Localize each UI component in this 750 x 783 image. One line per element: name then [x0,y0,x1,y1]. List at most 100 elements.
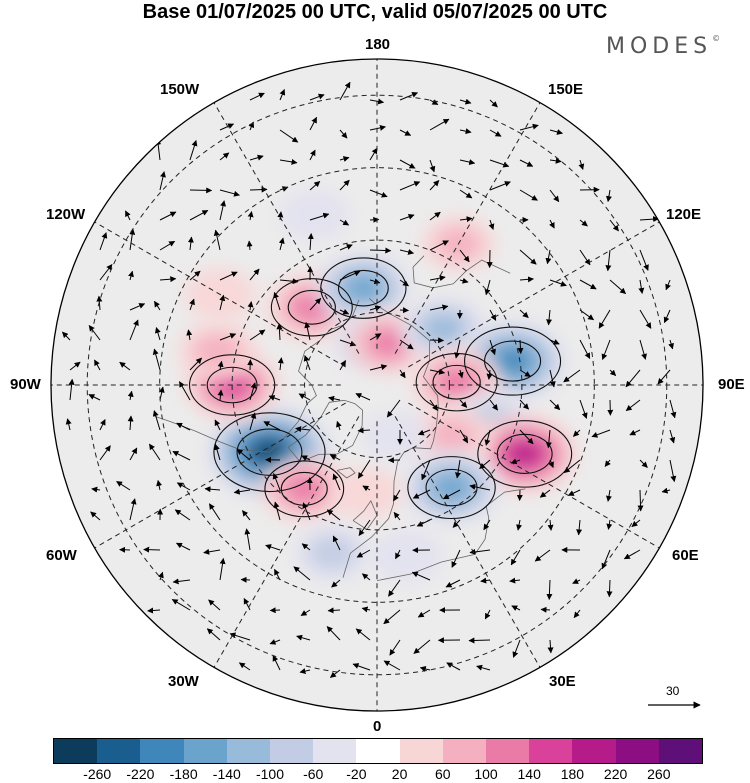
wind-arrow [383,609,401,625]
wind-arrow [429,337,445,344]
map-background [51,59,703,711]
lon-label-60e: 60E [672,547,699,564]
wind-arrow [99,264,113,281]
colorbar-box [54,739,98,763]
wind-arrow [249,382,257,401]
wind-arrow [189,270,201,281]
wind-arrow [489,129,502,137]
colorbar-tick-label: 100 [474,766,498,782]
wind-arrow [419,666,431,672]
wind-arrow [279,129,299,143]
wind-arrow [429,275,446,282]
wind-arrow [606,579,613,598]
wind-arrow [361,573,371,581]
wind-arrow [517,339,524,354]
wind-arrow [88,394,101,401]
wind-arrow [189,357,203,371]
wind-arrow [127,390,134,401]
map-title: Base 01/07/2025 00 UTC, valid 05/07/2025… [142,1,608,23]
wind-arrow [309,149,316,161]
lon-label-90e: 90E [718,376,745,393]
wind-arrow [563,459,581,473]
wind-arrow [301,455,311,461]
wind-arrow [339,308,350,315]
wind-arrow [519,159,534,167]
wind-arrow [127,415,134,431]
graticule [51,59,703,711]
wind-arrow [459,189,473,199]
wind-arrow [68,378,75,401]
wind-arrow [247,301,254,311]
wind-arrow [309,116,318,131]
wind-arrow [639,249,649,271]
wind-arrow [369,189,388,198]
wind-arrow [399,339,414,350]
wind-arrow [469,483,491,491]
wind-arrow [268,395,281,401]
colorbar-box [486,739,530,763]
wind-arrow [395,549,401,560]
wind-arrow [601,339,611,361]
wind-arrow [158,571,164,581]
wind-arrow [578,159,585,170]
colorbar-tick-label: -220 [126,766,155,782]
meridian-line [94,221,346,368]
colorbar-tick-label: 60 [435,766,451,782]
wind-arrow [301,543,311,551]
wind-arrow [143,546,161,553]
colorbar-tick-label: 180 [560,766,585,782]
wind-arrow [510,549,521,566]
wind-arrow [412,489,431,499]
wind-arrow [219,333,237,341]
meridian-line [394,416,541,668]
wind-arrow [369,124,386,131]
meridian-line [213,102,360,354]
wind-arrow [276,323,283,341]
wind-arrow [549,369,556,388]
wind-arrow [217,360,224,371]
wind-arrow [519,189,538,201]
colorbar-box [356,739,400,763]
wind-arrow [61,331,71,341]
contour-line [464,326,562,396]
contour-line [337,269,389,307]
negative-anomaly [280,189,350,241]
wind-arrow [208,599,221,611]
wind-arrow [129,447,138,461]
wind-arrow [579,249,591,266]
wind-arrow [637,489,644,512]
meridian-line [94,402,346,549]
wind-arrow [509,577,521,584]
wind-arrow [489,99,498,108]
wind-arrow [332,535,341,551]
wind-arrow [269,607,281,614]
wind-arrow [639,216,660,223]
wind-arrow [549,339,560,345]
wind-arrow [540,606,551,613]
wind-arrow [339,270,361,281]
wind-arrow [629,429,641,436]
wind-arrow [598,309,611,329]
wind-arrow [476,664,491,671]
wind-arrow [219,123,235,131]
coastline [412,255,511,289]
wind-arrow [429,118,450,131]
wind-arrow [154,327,161,341]
meridian-line [394,102,541,354]
wind-arrow [88,325,101,341]
wind-arrow [488,219,495,230]
wind-arrow [639,339,647,360]
wind-arrow [591,429,611,438]
wind-arrow [459,277,469,284]
wind-arrow [519,249,537,265]
wind-arrow [304,321,311,341]
wind-arrow [300,609,311,616]
wind-arrow [94,359,101,371]
wind-arrow [516,519,522,531]
wind-arrow [243,597,251,611]
wind-arrow [445,579,461,588]
colorbar-tick-label: -100 [255,766,285,782]
negative-anomaly [402,451,501,524]
wind-arrow [356,549,371,558]
wind-arrow [468,637,491,644]
